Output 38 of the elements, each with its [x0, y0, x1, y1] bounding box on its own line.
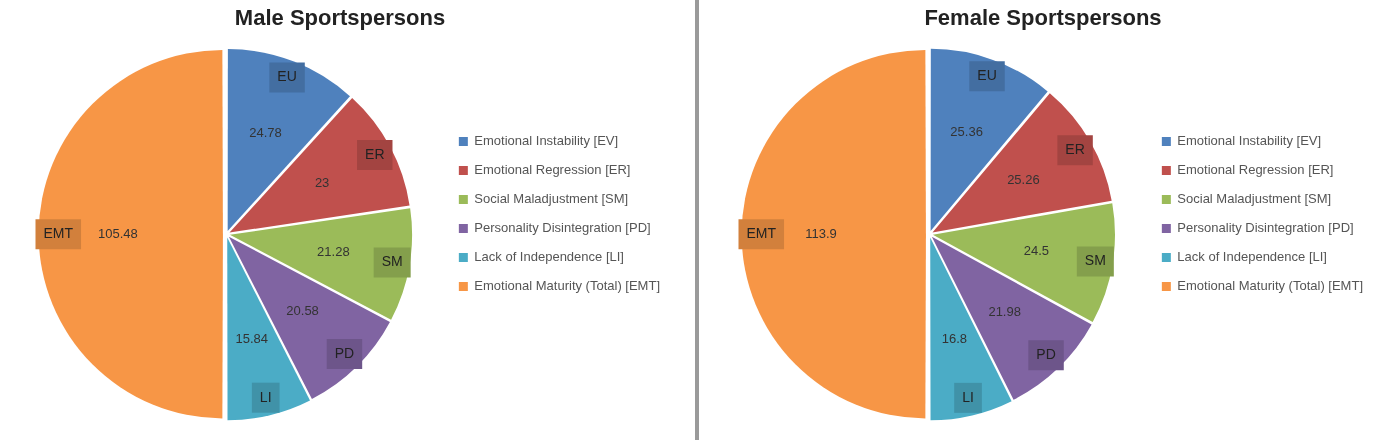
data-label: 15.84: [235, 331, 269, 347]
data-label: 21.28: [317, 244, 350, 260]
data-label: 21.98: [988, 303, 1021, 319]
text: LI: [259, 388, 272, 405]
data-label: 20.58: [286, 303, 319, 319]
text: PD: [334, 344, 355, 361]
text: EU: [977, 67, 997, 84]
text: EMT: [43, 225, 74, 242]
text: LI: [962, 388, 974, 405]
legend-label: Emotional Maturity (Total) [EMT]: [474, 278, 660, 294]
data-label: 24.78: [249, 124, 282, 140]
legend-label: Social Maladjustment [SM]: [1177, 191, 1332, 207]
legend-label: Personality Disintegration [PD]: [1177, 220, 1354, 236]
data-label: 16.8: [941, 331, 967, 347]
text: SM: [1084, 252, 1106, 269]
data-label: 25.36: [950, 123, 983, 139]
text: ER: [365, 145, 385, 162]
legend-label: Emotional Maturity (Total) [EMT]: [1177, 278, 1363, 294]
text: EMT: [746, 225, 777, 242]
legend-label: Lack of Independence [LI]: [1177, 249, 1327, 265]
chart-title: Female Sportspersons: [924, 5, 1162, 31]
text: EU: [277, 68, 297, 85]
legend-label: Emotional Instability [EV]: [1177, 133, 1322, 149]
legend-label: Emotional Regression [ER]: [1177, 162, 1334, 178]
legend-label: Lack of Independence [LI]: [474, 249, 624, 265]
chart-title: Male Sportspersons: [234, 5, 446, 31]
text: ER: [1065, 141, 1085, 158]
text: PD: [1036, 346, 1056, 363]
legend-label: Emotional Regression [ER]: [474, 162, 631, 178]
legend-label: Emotional Instability [EV]: [474, 133, 619, 149]
legend-label: Social Maladjustment [SM]: [474, 191, 629, 207]
data-label: 25.26: [1007, 171, 1040, 187]
text: SM: [381, 253, 403, 270]
data-label: 24.5: [1023, 243, 1050, 259]
data-label: 23: [314, 174, 330, 190]
data-label: 105.48: [98, 225, 138, 241]
data-label: 113.9: [805, 225, 837, 241]
legend-label: Personality Disintegration [PD]: [474, 220, 651, 236]
